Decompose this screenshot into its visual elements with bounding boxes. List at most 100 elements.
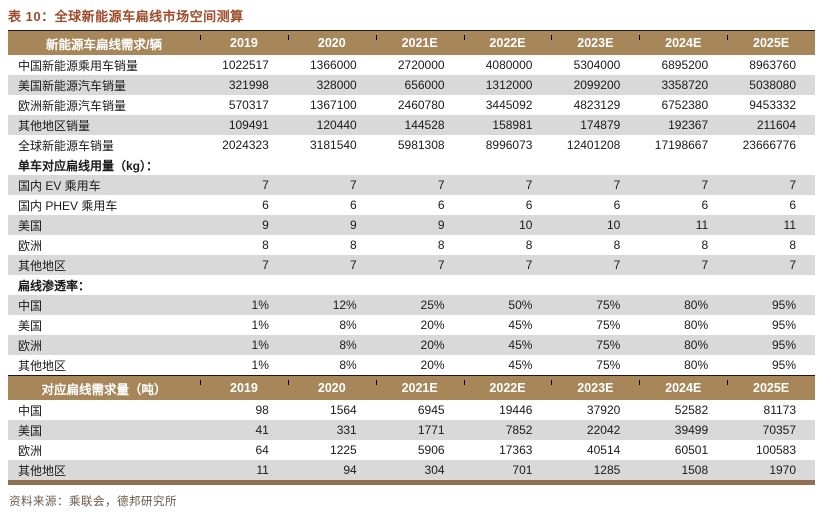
table-header-row: 新能源车扁线需求/辆 2019 2020 2021E 2022E 2023E 2024E 20… <box>8 30 815 55</box>
year-header-cell: 2020 <box>287 380 376 395</box>
value-cell: 7852 <box>505 423 533 437</box>
row-label: 其他地区 <box>18 358 67 373</box>
value-cell: 80% <box>684 338 709 352</box>
value-cell: 98 <box>255 403 269 417</box>
value-cell: 3358720 <box>661 78 709 92</box>
value-cell: 25% <box>420 298 445 312</box>
value-cell: 75% <box>596 358 621 372</box>
year-header-cell: 2022E <box>463 35 552 50</box>
value-cell: 64 <box>255 443 269 457</box>
value-cell: 8 <box>437 238 445 252</box>
value-cell: 1285 <box>593 463 621 477</box>
row-label: 美国 <box>18 218 43 233</box>
value-cell: 50% <box>508 298 533 312</box>
year-header-cell: 2022E <box>463 380 552 395</box>
source-note: 资料来源：乘联会，德邦研究所 <box>9 496 177 508</box>
value-cell: 8 <box>789 238 797 252</box>
value-cell: 7 <box>350 178 357 192</box>
row-label: 中国 <box>18 298 43 313</box>
value-cell: 100583 <box>755 443 797 457</box>
value-cell: 20% <box>420 338 445 352</box>
value-cell: 1312000 <box>485 78 533 92</box>
value-cell: 5038080 <box>749 78 797 92</box>
value-cell: 7 <box>525 258 533 272</box>
value-cell: 80% <box>684 358 709 372</box>
value-cell: 9453332 <box>749 98 797 112</box>
value-cell: 52582 <box>674 403 709 417</box>
value-cell: 570317 <box>228 98 269 112</box>
value-cell: 45% <box>508 358 533 372</box>
row-label: 全球新能源车销量 <box>18 138 115 153</box>
value-cell: 321998 <box>228 78 269 92</box>
year-header-cell: 2023E <box>551 380 639 395</box>
year-header-cell: 2024E <box>639 380 727 395</box>
value-cell: 80% <box>684 318 709 332</box>
value-cell: 1225 <box>330 443 357 457</box>
value-cell: 95% <box>771 338 797 352</box>
table-row: 其他地区 1% 8% 20% 45% 75% 80% 95% <box>8 355 815 375</box>
value-cell: 8 <box>350 238 357 252</box>
row-label: 国内 EV 乘用车 <box>18 178 101 193</box>
value-cell: 7 <box>613 258 621 272</box>
header-label: 对应扁线需求量（吨） <box>41 382 167 397</box>
value-cell: 8 <box>701 238 709 252</box>
table-row: 欧洲 64 1225 5906 17363 40514 60501 100583 <box>8 440 815 460</box>
row-label: 美国 <box>18 318 43 333</box>
value-cell: 8% <box>339 338 357 352</box>
value-cell: 1366000 <box>310 58 357 72</box>
row-label: 欧洲新能源汽车销量 <box>18 98 127 113</box>
value-cell: 7 <box>789 178 797 192</box>
table-row: 中国 1% 12% 25% 50% 75% 80% 95% <box>8 295 815 315</box>
value-cell: 95% <box>771 298 797 312</box>
value-cell: 9 <box>350 218 357 232</box>
row-label: 欧洲 <box>18 443 43 458</box>
table-bottom-border <box>8 480 815 485</box>
value-cell: 1367100 <box>310 98 357 112</box>
value-cell: 120440 <box>316 118 357 132</box>
value-cell: 2460780 <box>397 98 445 112</box>
value-cell: 1% <box>251 298 269 312</box>
value-cell: 95% <box>771 318 797 332</box>
value-cell: 7 <box>701 178 709 192</box>
value-cell: 11 <box>256 463 269 477</box>
section-header-row: 单车对应扁线用量（kg）： <box>8 155 815 175</box>
value-cell: 7 <box>437 178 445 192</box>
year-header-cell: 2019 <box>200 35 288 50</box>
table-row: 其他地区 11 94 304 701 1285 1508 1970 <box>8 460 815 480</box>
row-label: 其他地区 <box>18 258 67 273</box>
value-cell: 6 <box>701 198 709 212</box>
value-cell: 1508 <box>681 463 709 477</box>
table-row: 其他地区销量 109491 120440 144528 158981 174879 1923… <box>8 115 815 135</box>
value-cell: 60501 <box>674 443 709 457</box>
value-cell: 1970 <box>769 463 797 477</box>
value-cell: 8% <box>339 318 357 332</box>
value-cell: 94 <box>343 463 357 477</box>
value-cell: 20% <box>420 358 445 372</box>
table-row: 国内 PHEV 乘用车 6 6 6 6 6 6 6 <box>8 195 815 215</box>
row-label: 其他地区 <box>18 463 67 478</box>
table-row: 美国 1% 8% 20% 45% 75% 80% 95% <box>8 315 815 335</box>
value-cell: 23666776 <box>742 138 797 152</box>
table-row: 美国 41 331 1771 7852 22042 39499 70357 <box>8 420 815 440</box>
row-label: 欧洲 <box>18 338 43 353</box>
value-cell: 11 <box>783 218 797 232</box>
value-cell: 1% <box>251 338 269 352</box>
value-cell: 8996073 <box>485 138 533 152</box>
value-cell: 192367 <box>668 118 709 132</box>
year-header-cell: 2020 <box>287 35 376 50</box>
section-header-row: 扁线渗透率： <box>8 275 815 295</box>
value-cell: 3445092 <box>485 98 533 112</box>
value-cell: 12% <box>332 298 357 312</box>
market-table: 新能源车扁线需求/辆 2019 2020 2021E 2022E 2023E 2024E 20… <box>8 30 815 509</box>
table-row: 国内 EV 乘用车 7 7 7 7 7 7 7 <box>8 175 815 195</box>
value-cell: 75% <box>596 338 621 352</box>
value-cell: 6895200 <box>661 58 709 72</box>
value-cell: 7 <box>701 258 709 272</box>
value-cell: 6 <box>262 198 269 212</box>
value-cell: 328000 <box>316 78 357 92</box>
value-cell: 11 <box>695 218 709 232</box>
table-row: 欧洲新能源汽车销量 570317 1367100 2460780 3445092 4823… <box>8 95 815 115</box>
value-cell: 19446 <box>499 403 533 417</box>
row-label: 美国 <box>18 423 43 438</box>
value-cell: 22042 <box>586 423 621 437</box>
